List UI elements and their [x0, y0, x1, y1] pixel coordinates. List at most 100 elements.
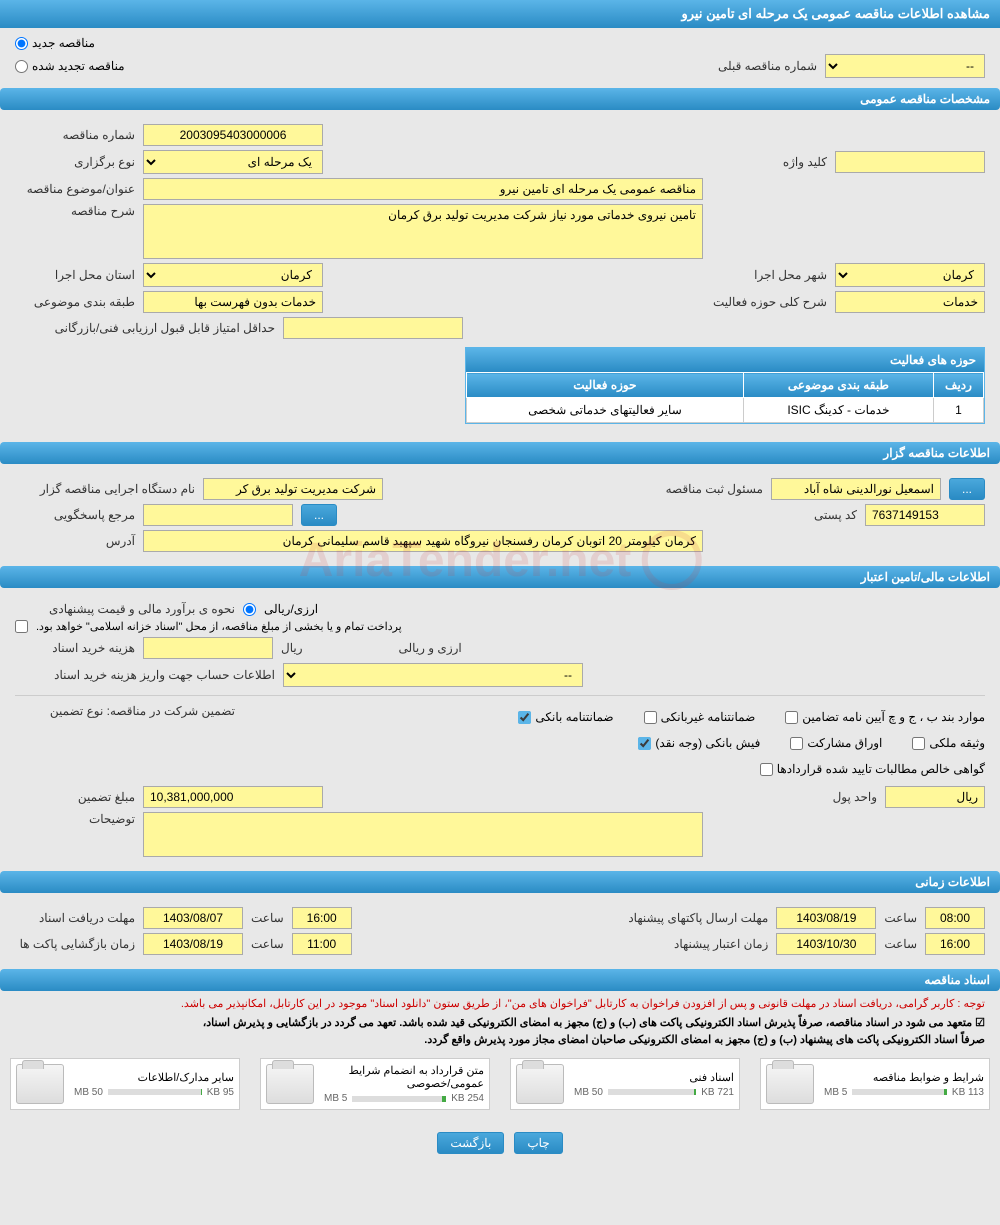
g-property-label: وثیقه ملکی: [929, 736, 985, 750]
g-bonds-label: اوراق مشارکت: [807, 736, 882, 750]
doc-hour: [292, 907, 352, 929]
amount-input: [143, 786, 323, 808]
purchase-cost-input[interactable]: [143, 637, 273, 659]
account-label: اطلاعات حساب جهت واریز هزینه خرید اسناد: [15, 668, 275, 682]
table-row: 1 خدمات - کدینگ ISIC سایر فعالیتهای خدما…: [467, 398, 984, 423]
hour-label-1: ساعت: [251, 911, 284, 925]
type-label: نوع برگزاری: [15, 155, 135, 169]
treasury-checkbox[interactable]: [15, 620, 28, 633]
hour-label-3: ساعت: [251, 937, 284, 951]
min-score-label: حداقل امتیاز قابل قبول ارزیابی فنی/بازرگ…: [15, 321, 275, 335]
folder-total: 5 MB: [824, 1087, 847, 1098]
folder-used: 113 KB: [952, 1087, 984, 1098]
keyword-input[interactable]: [835, 151, 985, 173]
g-bank-label: ضمانتنامه بانکی: [535, 710, 613, 724]
estimate-label: نحوه ی برآورد مالی و قیمت پیشنهادی: [15, 602, 235, 616]
folder-icon: [766, 1064, 814, 1104]
type-select[interactable]: یک مرحله ای: [143, 150, 323, 174]
purchase-cost-label: هزینه خرید اسناد: [15, 641, 135, 655]
ref-label: مرجع پاسخگویی: [15, 508, 135, 522]
folder-used: 254 KB: [451, 1093, 484, 1104]
amount-label: مبلغ تضمین: [15, 790, 135, 804]
postal-input: [865, 504, 985, 526]
g-nonbank-label: ضمانتنامه غیربانکی: [661, 710, 756, 724]
folder-item[interactable]: شرایط و ضوابط مناقصه 113 KB 5 MB: [760, 1058, 990, 1110]
folder-icon: [266, 1064, 314, 1104]
folder-total: 50 MB: [74, 1087, 103, 1098]
activity-table-title: حوزه های فعالیت: [466, 348, 984, 372]
g-bank[interactable]: [518, 711, 531, 724]
g-items-b-label: موارد بند ب ، ج و چ آیین نامه تضامین: [802, 710, 985, 724]
bid-deadline-label: مهلت ارسال پاکتهای پیشنهاد: [608, 911, 768, 925]
doc-date: [143, 907, 243, 929]
col-scope: حوزه فعالیت: [467, 373, 744, 398]
desc-textarea[interactable]: [143, 204, 703, 259]
bid-hour: [925, 907, 985, 929]
section-holder: اطلاعات مناقصه گزار: [0, 442, 1000, 464]
radio-renewed-label: مناقصه تجدید شده: [32, 59, 125, 73]
folder-title: متن قرارداد به انضمام شرایط عمومی/خصوصی: [324, 1064, 484, 1090]
folder-used: 95 KB: [207, 1087, 234, 1098]
prev-tender-label: شماره مناقصه قبلی: [718, 59, 817, 73]
city-label: شهر محل اجرا: [727, 268, 827, 282]
opening-hour: [292, 933, 352, 955]
tender-no-input: [143, 124, 323, 146]
folder-title: شرایط و ضوابط مناقصه: [824, 1071, 984, 1084]
radio-renewed[interactable]: [15, 60, 28, 73]
hour-label-2: ساعت: [884, 911, 917, 925]
tender-no-label: شماره مناقصه: [15, 128, 135, 142]
g-nonbank[interactable]: [644, 711, 657, 724]
folder-item[interactable]: اسناد فنی 721 KB 50 MB: [510, 1058, 740, 1110]
page-title: مشاهده اطلاعات مناقصه عمومی یک مرحله ای …: [0, 0, 1000, 28]
radio-new[interactable]: [15, 37, 28, 50]
folder-icon: [516, 1064, 564, 1104]
class-label: طبقه بندی موضوعی: [15, 295, 135, 309]
hour-label-4: ساعت: [884, 937, 917, 951]
print-button[interactable]: چاپ: [514, 1132, 562, 1154]
back-button[interactable]: بازگشت: [437, 1132, 504, 1154]
validity-hour: [925, 933, 985, 955]
account-select[interactable]: --: [283, 663, 583, 687]
province-select[interactable]: کرمان: [143, 263, 323, 287]
activity-scope-label: شرح کلی حوزه فعالیت: [687, 295, 827, 309]
org-input: [203, 478, 383, 500]
keyword-label: کلید واژه: [783, 155, 827, 169]
estimate-opt-radio[interactable]: [243, 603, 256, 616]
folder-used: 721 KB: [701, 1087, 734, 1098]
g-receipt[interactable]: [638, 737, 651, 750]
class-input: [143, 291, 323, 313]
notes-textarea[interactable]: [143, 812, 703, 857]
folder-item[interactable]: متن قرارداد به انضمام شرایط عمومی/خصوصی …: [260, 1058, 490, 1110]
doc-note-1: توجه : کاربر گرامی، دریافت اسناد در مهلت…: [0, 993, 1000, 1014]
more-button-2[interactable]: ...: [301, 504, 337, 526]
col-row: ردیف: [934, 373, 984, 398]
folder-icon: [16, 1064, 64, 1104]
g-items-b[interactable]: [785, 711, 798, 724]
city-select[interactable]: کرمان: [835, 263, 985, 287]
g-netclaims[interactable]: [760, 763, 773, 776]
min-score-input[interactable]: [283, 317, 463, 339]
reg-person-label: مسئول ثبت مناقصه: [643, 482, 763, 496]
folder-total: 5 MB: [324, 1093, 347, 1104]
folder-title: اسناد فنی: [574, 1071, 734, 1084]
section-timing: اطلاعات زمانی: [0, 871, 1000, 893]
bid-date: [776, 907, 876, 929]
validity-date: [776, 933, 876, 955]
folder-item[interactable]: سایر مدارک/اطلاعات 95 KB 50 MB: [10, 1058, 240, 1110]
validity-label: زمان اعتبار پیشنهاد: [608, 937, 768, 951]
desc-label: شرح مناقصه: [15, 204, 135, 218]
ref-input[interactable]: [143, 504, 293, 526]
section-financial: اطلاعات مالی/تامین اعتبار: [0, 566, 1000, 588]
g-property[interactable]: [912, 737, 925, 750]
opening-label: زمان بازگشایی پاکت ها: [15, 937, 135, 951]
g-receipt-label: فیش بانکی (وجه نقد): [655, 736, 760, 750]
subject-input[interactable]: [143, 178, 703, 200]
notes-label: توضیحات: [15, 812, 135, 826]
section-documents: اسناد مناقصه: [0, 969, 1000, 991]
g-bonds[interactable]: [790, 737, 803, 750]
more-button-1[interactable]: ...: [949, 478, 985, 500]
activity-scope-input: [835, 291, 985, 313]
section-general: مشخصات مناقصه عمومی: [0, 88, 1000, 110]
doc-note-3: صرفاً اسناد الکترونیکی پاکت های پیشنهاد …: [0, 1031, 1000, 1048]
prev-tender-select[interactable]: --: [825, 54, 985, 78]
